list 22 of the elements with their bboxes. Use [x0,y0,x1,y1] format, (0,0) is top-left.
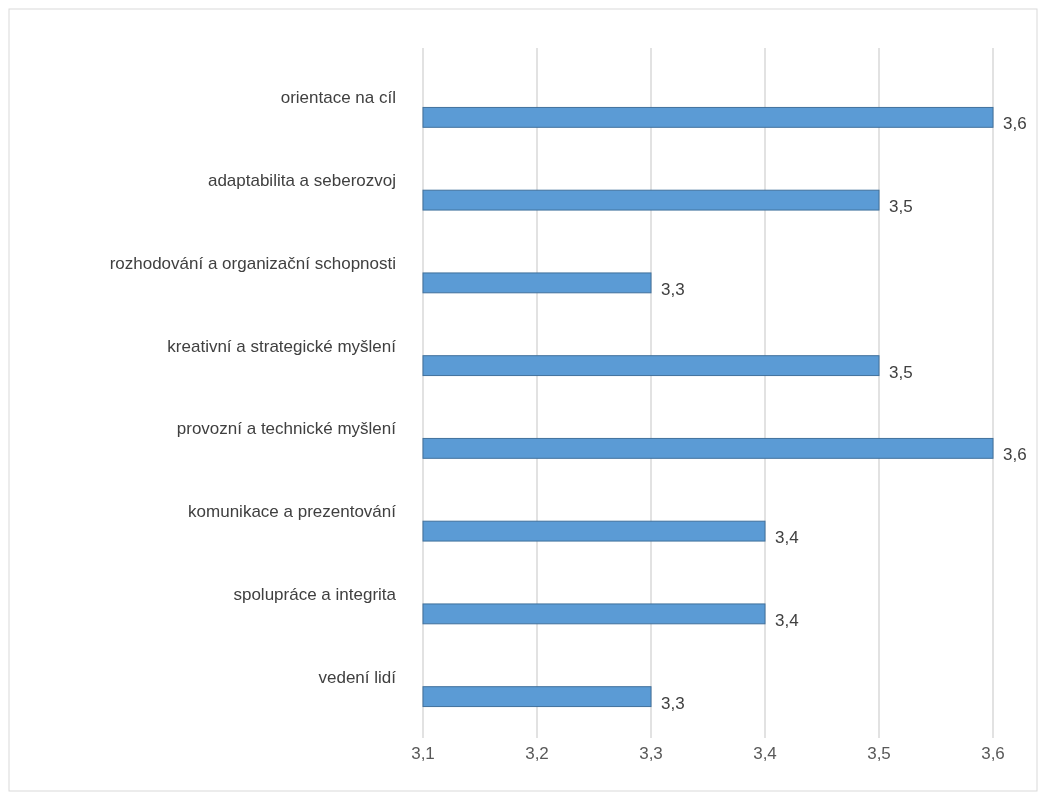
x-tick-label: 3,6 [981,744,1005,763]
y-tick-label: vedení lidí [318,667,397,687]
y-tick-label: orientace na cíl [280,88,396,108]
y-tick-label: provozní a technické myšlení [176,419,397,439]
y-tick-label: komunikace a prezentování [188,502,397,522]
x-tick-label: 3,5 [867,744,891,763]
y-tick-label: adaptabilita a seberozvoj [207,171,396,191]
data-label: 3,5 [889,362,913,382]
x-tick-label: 3,4 [753,744,777,763]
data-label: 3,4 [775,528,799,548]
x-tick-label: 3,1 [411,744,435,763]
data-label: 3,4 [775,610,799,630]
data-label: 3,6 [1003,114,1027,134]
x-tick-label: 3,2 [525,744,549,763]
data-label: 3,3 [661,279,685,299]
data-label: 3,3 [661,693,685,713]
y-tick-label: rozhodování a organizační schopnosti [109,253,396,273]
x-tick-label: 3,3 [639,744,663,763]
y-tick-label: spolupráce a integrita [233,584,397,604]
data-label: 3,5 [889,197,913,217]
data-label: 3,6 [1003,445,1027,465]
y-tick-label: kreativní a strategické myšlení [167,336,397,356]
